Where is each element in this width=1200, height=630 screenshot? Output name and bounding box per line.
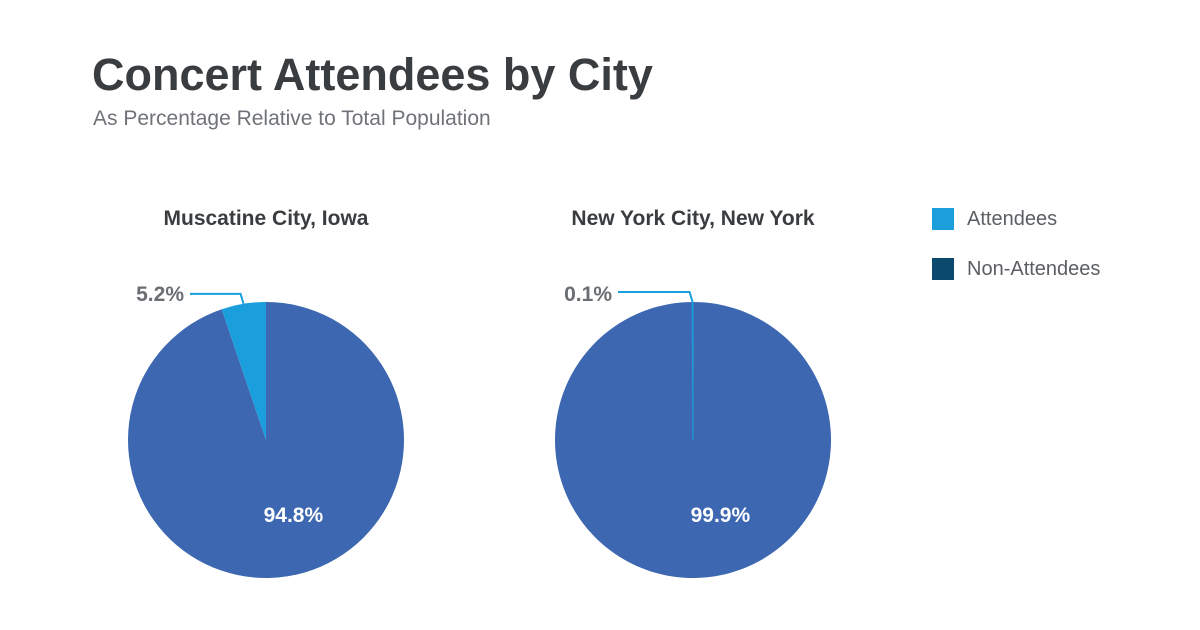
legend-swatch-non-attendees [932, 258, 954, 280]
leader-line-1 [190, 292, 245, 305]
legend-item-non-attendees: Non-Attendees [932, 257, 1100, 281]
leader-line-2 [618, 291, 694, 303]
chart-title: Concert Attendees by City [92, 49, 653, 100]
data-label-attendees-1: 5.2% [136, 283, 184, 306]
pie-title-2: New York City, New York [571, 207, 814, 230]
legend-label-attendees: Attendees [967, 207, 1058, 230]
pie-slice-attendees-1 [221, 302, 266, 440]
data-label-non-attendees-1: 94.8% [264, 504, 324, 527]
pie-title-1: Muscatine City, Iowa [164, 207, 369, 230]
chart-subtitle: As Percentage Relative to Total Populati… [93, 107, 491, 130]
legend-label-non-attendees: Non-Attendees [967, 257, 1101, 280]
pie-slice-non-attendees-1 [128, 302, 405, 578]
data-label-non-attendees-2: 99.9% [691, 504, 751, 527]
legend-item-attendees: Attendees [932, 207, 1100, 231]
legend: Attendees Non-Attendees [932, 207, 1100, 307]
legend-swatch-attendees [932, 208, 954, 230]
data-label-attendees-2: 0.1% [564, 283, 612, 306]
